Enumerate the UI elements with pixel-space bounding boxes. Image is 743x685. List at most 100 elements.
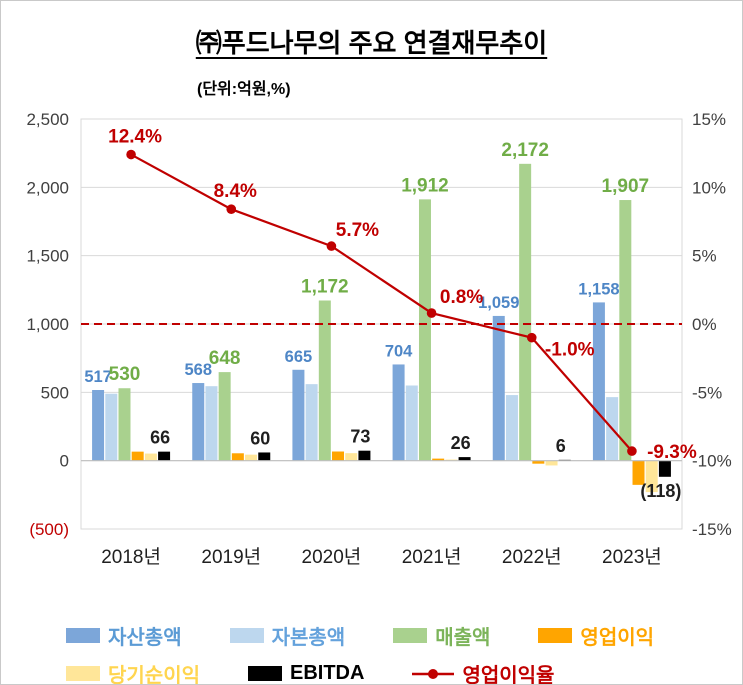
color-swatch	[229, 628, 264, 643]
legend-label: EBITDA	[290, 662, 365, 684]
bar-영업이익-2018년	[131, 451, 144, 461]
data-label: -1.0%	[545, 340, 595, 361]
category-label-2022년: 2022년	[502, 546, 562, 568]
bar-EBITDA-2018년	[158, 451, 171, 461]
legend-item-영업이익: 영업이익	[538, 621, 654, 650]
color-swatch	[538, 628, 573, 643]
legend-label: 매출액	[435, 627, 491, 649]
data-label: 1,172	[301, 276, 349, 297]
bar-당기순이익-2018년	[144, 453, 157, 461]
bar-자본총액-2018년	[105, 393, 118, 461]
bar-자본총액-2021년	[405, 385, 418, 461]
line-marker-2020년	[326, 241, 337, 251]
left-axis-tick: 1,500	[26, 247, 69, 266]
bar-매출액-2019년	[218, 372, 231, 461]
data-label: 648	[209, 348, 241, 369]
legend-row: 당기순이익 EBITDA 영업이익율	[1, 659, 742, 685]
left-axis-tick: 1,000	[26, 315, 69, 334]
legend-row: 자산총액 자본총액 매출액 영업이익	[1, 621, 742, 650]
data-label: 1,907	[602, 176, 650, 197]
data-label: 530	[109, 364, 141, 385]
right-axis-tick: -10%	[692, 452, 732, 471]
bar-매출액-2020년	[318, 300, 331, 461]
bar-매출액-2023년	[619, 200, 632, 461]
data-label: 60	[250, 428, 270, 448]
data-label: 66	[150, 428, 170, 448]
bar-EBITDA-2023년	[658, 460, 671, 477]
bar-자본총액-2020년	[305, 384, 318, 461]
data-label: 2,172	[501, 140, 549, 161]
right-axis-tick: 15%	[692, 110, 726, 129]
bar-자산총액-2020년	[292, 369, 305, 461]
line-marker-2021년	[426, 308, 437, 318]
bar-영업이익-2021년	[432, 458, 445, 461]
bar-당기순이익-2023년	[645, 460, 658, 493]
data-label: 1,158	[578, 280, 619, 298]
chart-title: ㈜푸드나무의 주요 연결재무추이	[195, 28, 548, 58]
legend-item-매출액: 매출액	[393, 621, 490, 650]
left-axis-tick: 2,500	[26, 110, 69, 129]
chart-subtitle: (단위:억원,%)	[197, 81, 291, 98]
data-label: (118)	[640, 481, 681, 501]
left-axis-tick: 0	[60, 452, 69, 471]
line-marker-2022년	[526, 332, 537, 343]
bar-자산총액-2018년	[92, 390, 105, 461]
legend-item-EBITDA: EBITDA	[248, 662, 365, 684]
bar-당기순이익-2019년	[245, 454, 258, 461]
color-swatch	[248, 666, 282, 681]
legend-label: 당기순이익	[108, 665, 200, 685]
data-label: 704	[385, 342, 413, 360]
bar-영업이익-2020년	[332, 451, 345, 461]
right-axis-tick: 0%	[692, 315, 717, 334]
bar-EBITDA-2021년	[458, 457, 471, 461]
line-marker-swatch	[412, 668, 455, 679]
right-axis-tick: 5%	[692, 247, 717, 266]
bar-EBITDA-2019년	[258, 452, 271, 461]
bar-당기순이익-2022년	[545, 460, 558, 466]
bar-영업이익-2022년	[532, 460, 545, 464]
data-label: -9.3%	[647, 442, 697, 463]
legend-label: 영업이익	[580, 627, 655, 649]
bar-자본총액-2022년	[505, 395, 518, 461]
legend-label: 영업이익율	[462, 665, 555, 685]
bar-자산총액-2022년	[492, 315, 505, 461]
bar-자산총액-2021년	[392, 364, 405, 461]
line-marker-2018년	[126, 149, 136, 160]
legend-item-자본총액: 자본총액	[229, 621, 346, 650]
bar-EBITDA-2020년	[358, 450, 371, 461]
bar-당기순이익-2020년	[345, 453, 358, 461]
data-label: 568	[184, 361, 212, 379]
bar-영업이익-2023년	[632, 460, 645, 485]
left-axis-tick: 500	[41, 383, 69, 402]
data-label: 0.8%	[440, 287, 483, 308]
operating-margin-line	[130, 153, 633, 452]
financial-combo-chart: 2,500 15% 2,000 10% 1,500 5% 1,000 0% 500 -5% 0 -10…	[26, 110, 732, 568]
bar-영업이익-2019년	[231, 453, 244, 461]
right-axis-tick: 10%	[692, 178, 726, 197]
bar-자산총액-2023년	[592, 302, 605, 461]
bar-매출액-2018년	[118, 388, 131, 461]
right-axis-tick: -15%	[692, 520, 732, 539]
data-label: 1,059	[478, 294, 519, 312]
legend-label: 자본총액	[271, 627, 346, 649]
category-label-2020년: 2020년	[302, 546, 362, 568]
color-swatch	[66, 628, 100, 643]
bar-매출액-2022년	[519, 163, 532, 461]
left-axis-tick: 2,000	[26, 178, 69, 197]
data-label: 73	[350, 427, 370, 447]
line-marker-2019년	[226, 204, 237, 214]
legend-item-자산총액: 자산총액	[66, 621, 182, 650]
legend-item-영업이익율: 영업이익율	[412, 659, 555, 685]
legend-item-당기순이익: 당기순이익	[66, 659, 200, 685]
data-label: 1,912	[401, 175, 449, 196]
data-label: 517	[84, 368, 112, 386]
data-label: 6	[556, 436, 566, 456]
category-label-2018년: 2018년	[101, 546, 161, 568]
bar-자본총액-2019년	[205, 386, 218, 461]
bar-매출액-2021년	[418, 199, 431, 461]
data-label: 5.7%	[336, 220, 379, 241]
data-label: 665	[285, 348, 313, 366]
category-label-2019년: 2019년	[201, 546, 261, 568]
color-swatch	[393, 628, 428, 643]
